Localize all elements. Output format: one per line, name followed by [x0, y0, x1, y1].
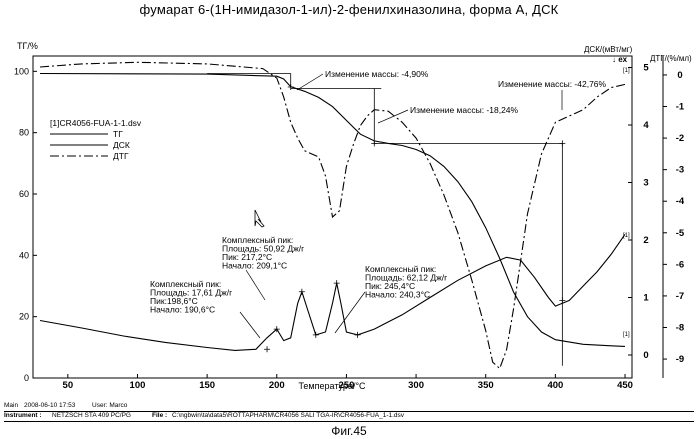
tg-tick-label: 80: [19, 128, 29, 138]
legend-file: [1]CR4056-FUA-1-1.dsv: [50, 118, 142, 128]
dtg-tick-label: -6: [676, 259, 684, 270]
complex-peak-2-label: Начало: 209,1°С: [222, 261, 287, 271]
series-tg-line: [39, 72, 626, 347]
tg-curve-marker: [1]: [623, 68, 630, 74]
mass-change-2-pointer: [377, 109, 409, 124]
footer-main-info: 2008-06-10 17:53: [24, 402, 76, 409]
dsc-axis: 0 1 2 3 4 5: [628, 63, 649, 361]
dtg-axis-label: ДТГ/(%/мл): [650, 54, 692, 63]
footer-main-label: Main: [4, 402, 19, 409]
series-dtg-line: [39, 61, 626, 370]
figure-label: Фиг.45: [331, 424, 367, 438]
plot-frame: [32, 55, 664, 379]
tg-tick-label: 40: [19, 250, 29, 260]
complex-peak-3-label: Пик: 245,4°С: [365, 281, 415, 291]
exo-label: ↓ ex: [612, 55, 628, 64]
tg-tick-label: 60: [19, 189, 29, 199]
mass-change-1-pointer: [296, 73, 324, 91]
dsc-peak-marker: [264, 346, 271, 353]
footer-instrument-label: Instrument :: [4, 412, 42, 419]
x-tick-label: 50: [63, 380, 74, 391]
x-tick-label: 250: [339, 380, 355, 391]
legend-entry: ДСК: [113, 140, 130, 150]
dtg-curve-marker: [1]: [623, 332, 630, 338]
x-axis: 50 100 150 200 250 300 350 400 450: [63, 374, 633, 391]
dsc-tick-label: 3: [643, 178, 648, 189]
instrument-footer: Main 2008-06-10 17:53 User: Marco Instru…: [4, 402, 694, 422]
dtg-tick-label: -3: [676, 165, 684, 176]
complex-peak-1-label: Начало: 190,6°С: [150, 305, 215, 315]
series-dsc-line: [39, 233, 626, 351]
dsc-axis-label: ДСК/(мВт/мг): [584, 45, 633, 54]
figure-title: фумарат 6-(1Н-имидазол-1-ил)-2-фенилхина…: [139, 2, 559, 17]
dsc-tick-label: 0: [643, 350, 648, 361]
tg-tick-label: 20: [19, 312, 29, 322]
dtg-tick-label: -7: [676, 291, 684, 302]
footer-instrument: NETZSCH STA 409 PC/PG: [52, 412, 131, 419]
complex-peak-3-label: Комплексный пик:: [365, 264, 436, 274]
complex-peak-1-label: Комплексный пик:: [150, 279, 221, 289]
dtg-tick-label: -2: [676, 133, 684, 144]
dtg-tick-label: 0: [677, 70, 682, 81]
dtg-tick-label: -8: [676, 322, 684, 333]
complex-peak-3-label: Начало: 240,3°С: [365, 290, 430, 300]
x-tick-label: 100: [130, 380, 146, 391]
mass-change-3-label: Изменение массы: -42,76%: [498, 79, 607, 89]
x-tick-label: 300: [408, 380, 424, 391]
legend-entry: ТГ: [113, 129, 123, 139]
x-tick-label: 450: [617, 380, 633, 391]
dtg-tick-label: -1: [676, 102, 685, 113]
dsc-tick-label: 5: [643, 63, 649, 74]
annotations: Изменение массы: -4,90% Изменение массы: …: [150, 68, 630, 339]
tg-axis-label: ТГ/%: [17, 41, 38, 51]
legend-entry: ДТГ: [113, 151, 129, 161]
dsc-tick-label: 2: [643, 235, 648, 246]
plot-border: [32, 55, 633, 379]
axis-labels: ТГ/% Температура/°С ДСК/(мВт/мг)↓ ex ДТГ/(%…: [17, 41, 692, 391]
dsc-end-marker: [559, 297, 566, 304]
footer-file: C:\ngbwin\ta\data5\ROTTAPHARM\CR4056 SAL…: [172, 412, 405, 419]
complex-peak-3-label: Площадь: 62,12 Дж/г: [365, 273, 447, 283]
complex-peak-1-label: Пик:198,6°С: [150, 296, 198, 306]
x-tick-label: 400: [547, 380, 563, 391]
complex-peak-1-label: Площадь: 17,61 Дж/г: [150, 288, 232, 298]
tg-tick-label: 100: [14, 66, 29, 76]
complex-peak-2-label: Пик: 217,2°С: [222, 252, 272, 262]
complex-peak-2-label: Комплексный пик:: [222, 235, 293, 245]
x-tick-label: 150: [199, 380, 215, 391]
footer-user: User: Marco: [92, 402, 128, 409]
dtg-axis: 0 -1 -2 -3 -4 -5 -6 -7 -8 -9: [663, 70, 685, 365]
complex-peak-2-label: Площадь: 50,92 Дж/г: [222, 244, 304, 254]
x-tick-label: 200: [269, 380, 285, 391]
dtg-tick-label: -9: [676, 354, 684, 365]
cursor-icon: [254, 209, 265, 228]
dtg-tick-label: -5: [676, 228, 685, 239]
dsc-curve-marker: [1]: [623, 233, 630, 239]
tg-axis: 0 20 40 60 80 100: [14, 66, 37, 383]
step3-marker: [559, 140, 566, 147]
mass-change-2-label: Изменение массы: -18,24%: [410, 105, 519, 115]
footer-file-label: File :: [152, 412, 168, 419]
mass-change-1-label: Изменение массы: -4,90%: [325, 69, 429, 79]
complex-peak-1-pointer: [239, 311, 261, 339]
curves: [39, 61, 626, 370]
complex-peak-2-pointer: [245, 269, 266, 301]
x-axis-label: Температура/°С: [298, 381, 366, 391]
dtg-tick-label: -4: [676, 196, 685, 207]
tga-dsc-chart: 50 100 150 200 250 300 350 400 450 020406080100 …: [14, 41, 692, 391]
x-tick-label: 350: [478, 380, 494, 391]
tg-tick-label: 0: [24, 373, 29, 383]
dsc-tick-label: 1: [643, 293, 649, 304]
complex-peak-3-pointer: [334, 291, 366, 334]
dsc-tick-label: 4: [643, 120, 649, 131]
